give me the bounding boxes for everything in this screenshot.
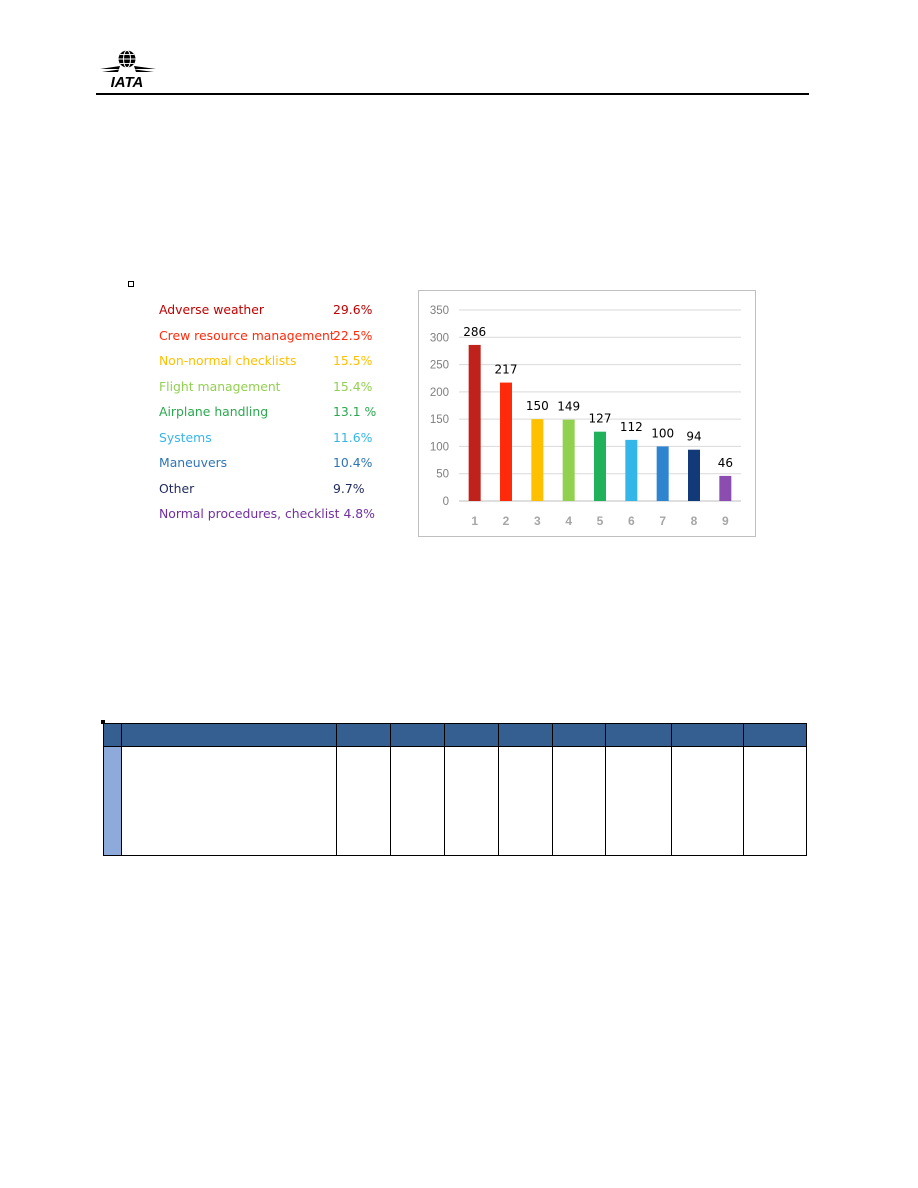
table-anchor-marker — [101, 720, 105, 724]
legend-label: Crew resource management — [159, 327, 335, 343]
bar-value-label: 149 — [557, 400, 580, 414]
bar — [468, 344, 481, 501]
list-bullet — [128, 281, 134, 287]
bar-value-label: 286 — [463, 325, 486, 339]
legend-percent: 10.4% — [333, 455, 373, 470]
bar — [562, 419, 575, 501]
chart-data-labels: 286 217 150 149 127 112 100 94 46 — [463, 325, 733, 470]
bar-value-label: 217 — [495, 363, 518, 377]
x-tick-label: 3 — [534, 514, 541, 528]
bar-value-label: 127 — [589, 412, 612, 426]
y-tick-label: 300 — [430, 332, 449, 344]
y-tick-label: 100 — [430, 441, 449, 453]
legend-percent: 15.5% — [333, 353, 373, 368]
legend-percent: 11.6% — [333, 429, 373, 445]
logo-text: IATA — [111, 74, 144, 90]
x-tick-label: 4 — [565, 514, 572, 528]
table-row — [103, 746, 807, 856]
bar — [594, 431, 606, 501]
table-cell — [605, 746, 672, 856]
y-tick-label: 350 — [430, 305, 449, 317]
bar-chart-frame: 0 50 100 150 200 250 300 350 286 217 150 149 127 112… — [418, 290, 756, 537]
table-cell — [671, 746, 744, 856]
table-cell — [743, 746, 807, 856]
y-tick-label: 50 — [436, 469, 449, 481]
table-cell — [390, 746, 445, 856]
chart-bars — [468, 344, 732, 501]
bar — [625, 439, 638, 501]
legend-label: Airplane handling — [159, 404, 269, 419]
table-cell — [103, 746, 122, 856]
bar — [656, 446, 669, 501]
bar-value-label: 100 — [651, 426, 674, 440]
x-tick-label: 6 — [628, 514, 635, 528]
header-cell — [103, 723, 122, 747]
legend-label: Maneuvers — [159, 455, 228, 470]
globe-wings-logo-icon: IATA — [100, 50, 156, 91]
legend-label: Systems — [159, 429, 212, 445]
y-tick-label: 150 — [430, 414, 449, 426]
legend-percent: 4.8% — [343, 506, 375, 521]
x-tick-label: 8 — [691, 514, 698, 528]
header-cell — [121, 723, 337, 747]
legend-label: Flight management — [159, 378, 281, 394]
header-cell — [390, 723, 445, 747]
header-cell — [444, 723, 499, 747]
legend-percent: 13.1 % — [333, 404, 377, 419]
legend-label: Non-normal checklists — [159, 353, 297, 368]
data-table — [103, 723, 807, 856]
header-cell — [743, 723, 807, 747]
x-tick-label: 2 — [503, 514, 510, 528]
y-tick-label: 0 — [443, 496, 449, 508]
legend-percent: 29.6% — [333, 302, 373, 317]
bar — [719, 475, 732, 501]
legend-label: Normal procedures, checklist — [159, 506, 340, 521]
x-tick-label: 5 — [597, 514, 604, 528]
table-header-row — [103, 723, 807, 747]
bar — [688, 449, 700, 501]
legend-label: Adverse weather — [159, 302, 264, 317]
header-cell — [605, 723, 672, 747]
table-cell — [336, 746, 391, 856]
bar-value-label: 150 — [526, 399, 549, 413]
legend-percent: 22.5% — [333, 327, 373, 343]
header-cell — [336, 723, 391, 747]
bar-value-label: 94 — [686, 430, 701, 444]
legend-percent: 9.7% — [333, 480, 365, 496]
iata-logo: IATA — [98, 48, 158, 91]
header-cell — [671, 723, 744, 747]
legend-label: Other — [159, 480, 195, 496]
table-cell — [121, 746, 337, 856]
table-cell — [498, 746, 553, 856]
bar-value-label: 46 — [718, 456, 733, 470]
x-tick-label: 9 — [722, 514, 729, 528]
x-axis-ticks: 1 2 3 4 5 6 7 8 9 — [471, 514, 729, 528]
x-tick-label: 7 — [659, 514, 666, 528]
y-axis-ticks: 0 50 100 150 200 250 300 350 — [430, 305, 449, 508]
legend-percent: 15.4% — [333, 378, 373, 394]
header-cell — [498, 723, 553, 747]
header-cell — [552, 723, 606, 747]
y-tick-label: 250 — [430, 360, 449, 372]
legend-item: Normal procedures, checklist 4.8% — [159, 506, 375, 524]
x-tick-label: 1 — [471, 514, 478, 528]
bar — [531, 419, 544, 501]
header-divider — [96, 93, 809, 95]
bar — [500, 382, 512, 501]
table-cell — [444, 746, 499, 856]
y-tick-label: 200 — [430, 387, 449, 399]
table-cell — [552, 746, 606, 856]
bar-value-label: 112 — [620, 420, 643, 434]
